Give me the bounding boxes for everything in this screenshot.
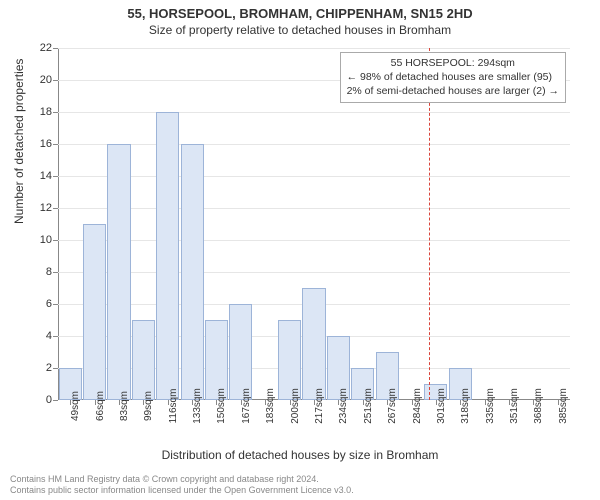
ytick-label: 8 [46,266,52,278]
gridline [58,208,570,209]
gridline [58,144,570,145]
xtick-label: 167sqm [241,388,252,424]
xtick-label: 301sqm [436,388,447,424]
annotation-box: 55 HORSEPOOL: 294sqm ← 98% of detached h… [340,52,566,103]
xtick-label: 385sqm [558,388,569,424]
chart-container: 55, HORSEPOOL, BROMHAM, CHIPPENHAM, SN15… [0,0,600,500]
ytick-mark [53,176,58,177]
histogram-bar [229,304,252,400]
annotation-line1: 55 HORSEPOOL: 294sqm [347,56,559,70]
ytick-mark [53,304,58,305]
xtick-label: 200sqm [290,388,301,424]
histogram-bar [107,144,130,400]
ytick-label: 2 [46,362,52,374]
footer-line2: Contains public sector information licen… [10,485,354,496]
ytick-label: 16 [40,138,52,150]
ytick-mark [53,144,58,145]
gridline [58,240,570,241]
ytick-mark [53,208,58,209]
xtick-label: 251sqm [363,388,374,424]
xtick-label: 368sqm [533,388,544,424]
annotation-line3: 2% of semi-detached houses are larger (2… [347,84,559,98]
xtick-label: 335sqm [485,388,496,424]
ytick-mark [53,272,58,273]
gridline [58,176,570,177]
ytick-label: 18 [40,106,52,118]
gridline [58,112,570,113]
gridline [58,48,570,49]
ytick-label: 6 [46,298,52,310]
y-axis-line [58,48,59,400]
ytick-label: 20 [40,74,52,86]
xtick-label: 234sqm [338,388,349,424]
x-axis-label: Distribution of detached houses by size … [0,448,600,462]
ytick-label: 0 [46,394,52,406]
xtick-label: 217sqm [314,388,325,424]
ytick-mark [53,80,58,81]
xtick-label: 267sqm [387,388,398,424]
xtick-label: 66sqm [95,391,106,421]
y-axis-label: Number of detached properties [12,59,26,224]
xtick-label: 284sqm [412,388,423,424]
xtick-label: 116sqm [168,389,179,424]
footer-attribution: Contains HM Land Registry data © Crown c… [10,474,354,497]
ytick-label: 10 [40,234,52,246]
xtick-label: 49sqm [70,391,81,421]
ytick-label: 4 [46,330,52,342]
xtick-label: 150sqm [216,388,227,424]
ytick-label: 14 [40,170,52,182]
annotation-line2: ← 98% of detached houses are smaller (95… [347,70,559,84]
histogram-bar [302,288,325,400]
gridline [58,272,570,273]
xtick-label: 133sqm [192,388,203,424]
xtick-label: 99sqm [143,391,154,421]
histogram-bar [156,112,179,400]
chart-subtitle: Size of property relative to detached ho… [0,21,600,37]
ytick-mark [53,336,58,337]
histogram-bar [132,320,155,400]
xtick-label: 351sqm [509,388,520,424]
xtick-label: 83sqm [119,391,130,421]
ytick-label: 22 [40,42,52,54]
xtick-label: 183sqm [265,388,276,424]
ytick-label: 12 [40,202,52,214]
ytick-mark [53,400,58,401]
ytick-mark [53,368,58,369]
ytick-mark [53,240,58,241]
histogram-bar [83,224,106,400]
xtick-label: 318sqm [460,388,471,424]
chart-title-address: 55, HORSEPOOL, BROMHAM, CHIPPENHAM, SN15… [0,0,600,21]
histogram-bar [181,144,204,400]
ytick-mark [53,48,58,49]
plot-area: 024681012141618202249sqm66sqm83sqm99sqm1… [58,48,570,400]
ytick-mark [53,112,58,113]
footer-line1: Contains HM Land Registry data © Crown c… [10,474,354,485]
